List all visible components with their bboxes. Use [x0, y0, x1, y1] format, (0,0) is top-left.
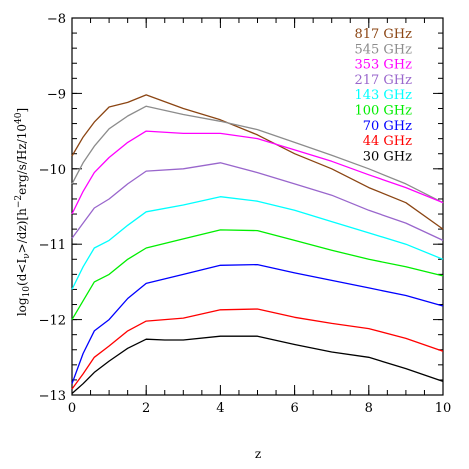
- y-tick-label: −9: [47, 87, 66, 102]
- y-tick-label: −12: [39, 314, 66, 329]
- legend-entry: 143 GHz: [354, 88, 412, 103]
- legend-entry: 545 GHz: [354, 42, 412, 57]
- series-line-143-ghz: [71, 196, 444, 290]
- x-tick-label: 4: [216, 401, 224, 416]
- x-tick-label: 8: [365, 401, 373, 416]
- series-line-100-ghz: [71, 229, 444, 320]
- x-axis-label: z: [255, 447, 261, 461]
- tick-labels: 0 2 4 6 8 10 −13 −12 −11 −10 −9 −8: [39, 12, 452, 416]
- legend-entry: 817 GHz: [354, 27, 412, 42]
- y-tick-label: −8: [47, 12, 66, 27]
- legend-entry: 100 GHz: [354, 104, 412, 119]
- x-tick-label: 6: [290, 401, 298, 416]
- series-line-30-ghz: [71, 335, 444, 394]
- y-tick-label: −11: [39, 238, 66, 253]
- y-axis-label: log10(d<Iν>/dz)[h−2erg/s/Hz/1040]: [14, 108, 32, 316]
- legend-entry: 70 GHz: [363, 119, 412, 134]
- series-line-44-ghz: [71, 308, 444, 390]
- series-line-545-ghz: [71, 105, 444, 204]
- axis-ticks: [71, 17, 444, 396]
- x-tick-label: 0: [68, 401, 76, 416]
- series-line-353-ghz: [71, 130, 444, 215]
- series-lines: [71, 94, 444, 394]
- series-line-217-ghz: [71, 162, 444, 241]
- legend-entry: 44 GHz: [363, 134, 412, 149]
- x-tick-label: 2: [142, 401, 150, 416]
- legend-entry: 217 GHz: [354, 73, 412, 88]
- legend-entry: 30 GHz: [363, 149, 412, 164]
- y-tick-label: −13: [39, 389, 66, 404]
- x-tick-label: 10: [435, 401, 452, 416]
- legend-entry: 353 GHz: [354, 58, 412, 73]
- series-line-817-ghz: [71, 94, 444, 230]
- series-line-70-ghz: [71, 263, 444, 384]
- y-tick-label: −10: [39, 163, 66, 178]
